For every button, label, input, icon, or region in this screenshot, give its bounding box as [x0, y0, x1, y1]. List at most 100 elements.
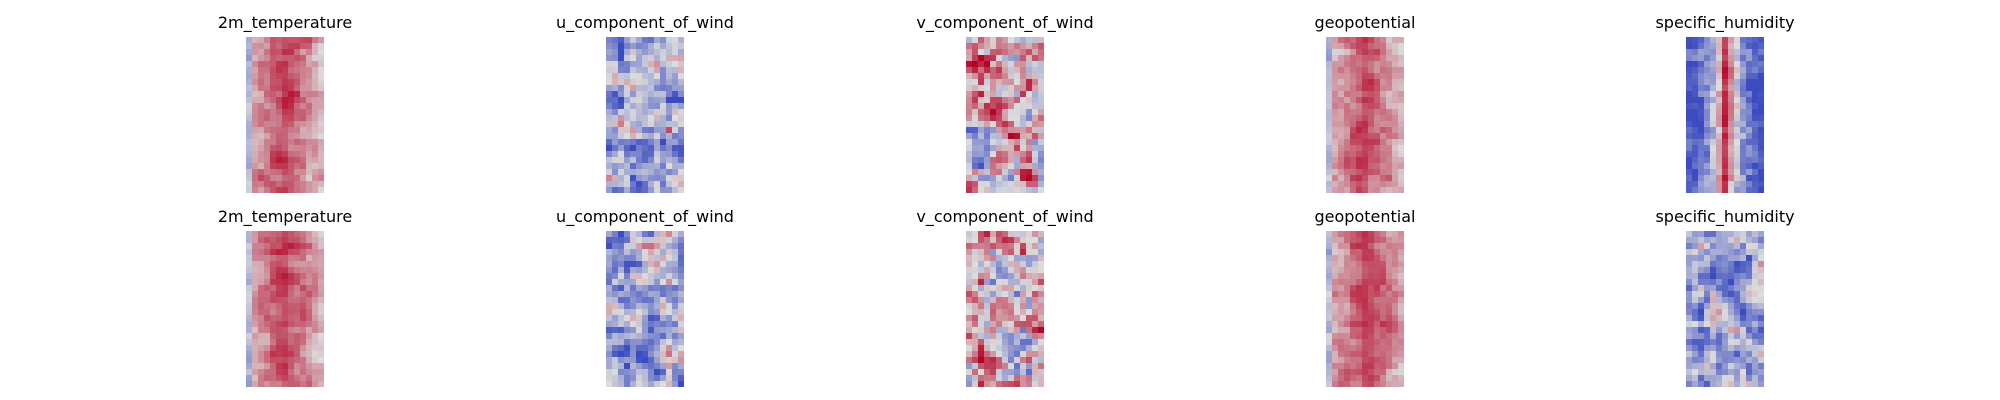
heatmap-cell [1698, 115, 1705, 122]
heatmap-cell [1686, 55, 1693, 62]
heatmap-cell [1746, 49, 1753, 56]
heatmap-cell [1704, 121, 1711, 128]
heatmap-cell [1020, 91, 1027, 98]
heatmap-cell [648, 345, 655, 352]
heatmap-cell [1356, 79, 1363, 86]
heatmap-cell [1344, 309, 1351, 316]
heatmap-cell [1752, 237, 1759, 244]
heatmap-cell [678, 85, 684, 92]
heatmap-cell [1356, 103, 1363, 110]
heatmap-cell [318, 249, 324, 256]
heatmap-cell [606, 61, 613, 68]
heatmap-cell [996, 261, 1003, 268]
heatmap-cell [990, 357, 997, 364]
heatmap-cell [996, 357, 1003, 364]
heatmap-cell [1686, 43, 1693, 50]
heatmap-cell [1020, 261, 1027, 268]
heatmap-cell [636, 267, 643, 274]
heatmap-cell [1686, 37, 1693, 44]
heatmap-cell [678, 357, 684, 364]
heatmap-cell [612, 357, 619, 364]
heatmap-cell [1368, 345, 1375, 352]
heatmap-cell [966, 127, 973, 134]
heatmap-cell [1716, 91, 1723, 98]
heatmap-cell [1374, 43, 1381, 50]
heatmap-cell [1386, 351, 1393, 358]
heatmap-cell [624, 231, 631, 238]
heatmap-cell [318, 133, 324, 140]
heatmap-cell [636, 133, 643, 140]
heatmap-cell [630, 243, 637, 250]
heatmap-cell [258, 315, 265, 322]
heatmap-cell [606, 49, 613, 56]
heatmap-cell [642, 133, 649, 140]
heatmap-cell [1038, 157, 1044, 164]
heatmap-cell [282, 55, 289, 62]
heatmap-cell [1728, 231, 1735, 238]
heatmap-cell [1710, 273, 1717, 280]
heatmap-cell [1380, 333, 1387, 340]
heatmap-cell [648, 303, 655, 310]
heatmap-cell [294, 303, 301, 310]
heatmap-cell [1380, 55, 1387, 62]
heatmap-cell [264, 297, 271, 304]
heatmap-cell [990, 103, 997, 110]
heatmap-cell [288, 237, 295, 244]
heatmap-cell [1398, 43, 1404, 50]
heatmap-cell [1728, 375, 1735, 382]
heatmap-cell [1746, 67, 1753, 74]
heatmap-cell [1716, 187, 1723, 193]
heatmap-cell [300, 139, 307, 146]
heatmap-cell [1338, 321, 1345, 328]
heatmap-cell [1734, 303, 1741, 310]
heatmap-cell [1716, 345, 1723, 352]
heatmap-cell [258, 175, 265, 182]
heatmap-cell [654, 157, 661, 164]
heatmap-cell [1032, 285, 1039, 292]
heatmap-cell [1038, 127, 1044, 134]
heatmap-cell [672, 297, 679, 304]
heatmap-cell [1746, 61, 1753, 68]
heatmap-cell [1728, 303, 1735, 310]
heatmap-cell [990, 363, 997, 370]
heatmap-cell [270, 67, 277, 74]
heatmap-cell [666, 363, 673, 370]
heatmap-cell [1368, 43, 1375, 50]
heatmap-cell [642, 297, 649, 304]
heatmap-cell [984, 249, 991, 256]
heatmap-cell [1350, 181, 1357, 188]
heatmap-cell [252, 231, 259, 238]
heatmap-cell [978, 37, 985, 44]
heatmap-cell [1752, 61, 1759, 68]
heatmap-cell [984, 187, 991, 193]
heatmap-cell [1380, 279, 1387, 286]
heatmap-cell [1758, 79, 1764, 86]
heatmap-cell [270, 139, 277, 146]
heatmap-cell [1002, 357, 1009, 364]
heatmap-cell [666, 121, 673, 128]
heatmap-cell [618, 37, 625, 44]
heatmap-cell [252, 121, 259, 128]
heatmap-cell [1026, 369, 1033, 376]
heatmap-cell [1686, 127, 1693, 134]
heatmap-cell [1704, 169, 1711, 176]
heatmap-cell [1008, 327, 1015, 334]
heatmap-cell [984, 139, 991, 146]
heatmap-cell [1032, 121, 1039, 128]
heatmap-cell [1716, 297, 1723, 304]
heatmap-cell [966, 345, 973, 352]
heatmap-cell [312, 369, 319, 376]
heatmap-cell [252, 79, 259, 86]
heatmap-cell [264, 231, 271, 238]
heatmap-cell [318, 309, 324, 316]
heatmap-cell [996, 267, 1003, 274]
heatmap-cell [1038, 297, 1044, 304]
heatmap-cell [996, 369, 1003, 376]
heatmap-cell [1758, 327, 1764, 334]
heatmap-cell [264, 157, 271, 164]
heatmap-cell [312, 79, 319, 86]
heatmap-cell [1362, 303, 1369, 310]
heatmap-cell [1002, 169, 1009, 176]
heatmap-cell [1356, 351, 1363, 358]
heatmap-cell [1020, 237, 1027, 244]
